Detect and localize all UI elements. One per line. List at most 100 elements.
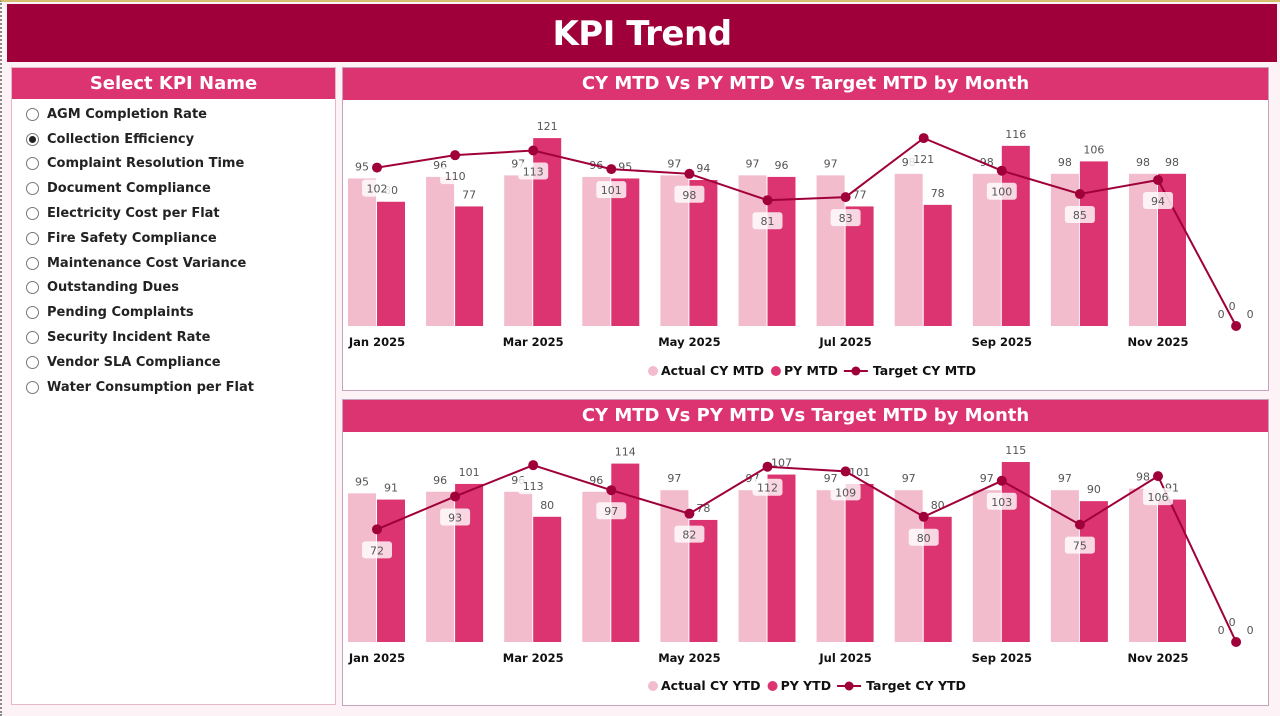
x-axis-tick-label: Jul 2025 (818, 651, 871, 665)
radio-button[interactable] (26, 182, 39, 196)
kpi-option[interactable]: Vendor SLA Compliance (12, 350, 335, 375)
target-data-label: 0 (1229, 300, 1236, 313)
legend-py-marker (770, 366, 781, 376)
radio-button[interactable] (26, 157, 39, 171)
target-data-label: 102 (367, 183, 388, 196)
x-axis-tick-label: Mar 2025 (503, 651, 564, 665)
target-data-label: 109 (835, 486, 856, 499)
py-bar (845, 483, 874, 642)
py-bar (1001, 462, 1030, 642)
kpi-option[interactable]: Collection Efficiency (12, 127, 335, 152)
target-data-label: 113 (523, 480, 544, 493)
target-point (1074, 188, 1085, 199)
target-label-bg (362, 541, 392, 559)
kpi-option[interactable]: Complaint Resolution Time (12, 152, 335, 177)
target-data-label: 0 (1229, 616, 1236, 629)
py-bar (611, 463, 640, 642)
py-data-label: 91 (384, 482, 398, 495)
kpi-option-label: Fire Safety Compliance (47, 230, 217, 246)
target-label-bg (1143, 488, 1173, 506)
target-data-label: 72 (370, 544, 384, 557)
kpi-option-label: Water Consumption per Flat (47, 379, 254, 395)
kpi-option[interactable]: Pending Complaints (12, 300, 335, 325)
x-axis-tick-label: May 2025 (658, 651, 720, 665)
target-data-label: 110 (445, 170, 466, 183)
radio-button[interactable] (26, 355, 39, 369)
x-axis-tick-label: Nov 2025 (1127, 651, 1188, 665)
kpi-option-label: Document Compliance (47, 181, 211, 197)
py-bar (611, 178, 640, 326)
target-point (528, 145, 539, 156)
radio-button[interactable] (26, 132, 39, 146)
actual-data-label: 97 (902, 472, 916, 485)
target-point (762, 461, 773, 472)
kpi-option[interactable]: Water Consumption per Flat (12, 375, 335, 400)
py-bar (767, 474, 796, 642)
kpi-option-label: Pending Complaints (47, 305, 194, 321)
legend-target-label: Target CY YTD (866, 678, 966, 693)
page-title: KPI Trend (7, 4, 1277, 62)
legend-target-label: Target CY MTD (873, 363, 976, 378)
radio-button[interactable] (26, 331, 39, 345)
legend-actual-label: Actual CY MTD (661, 363, 764, 378)
kpi-option[interactable]: Outstanding Dues (12, 276, 335, 301)
x-axis-tick-label: Jan 2025 (348, 651, 405, 665)
target-point (1074, 519, 1085, 530)
mtd-chart-title: CY MTD Vs PY MTD Vs Target MTD by Month (343, 68, 1268, 100)
target-point (1153, 471, 1163, 482)
target-data-label: 85 (1073, 209, 1087, 222)
target-point (1153, 175, 1163, 186)
py-data-label: 106 (1083, 143, 1104, 156)
target-point (684, 508, 695, 519)
kpi-option[interactable]: Document Compliance (12, 176, 335, 201)
py-data-label: 121 (537, 120, 558, 133)
actual-data-label: 95 (355, 160, 369, 173)
kpi-option[interactable]: Fire Safety Compliance (12, 226, 335, 251)
target-label-bg (908, 528, 939, 546)
kpi-option[interactable]: AGM Completion Rate (12, 102, 335, 127)
radio-button[interactable] (26, 207, 39, 221)
actual-data-label: 97 (824, 157, 838, 170)
target-data-label: 83 (839, 212, 853, 225)
target-data-label: 75 (1073, 540, 1087, 553)
radio-button[interactable] (26, 256, 39, 270)
target-data-label: 101 (601, 184, 622, 197)
actual-data-label: 97 (1058, 472, 1072, 485)
legend-actual-marker (648, 681, 658, 691)
py-data-label: 80 (540, 499, 554, 512)
py-data-label: 101 (849, 466, 870, 479)
target-label-bg (830, 483, 861, 501)
py-bar (923, 204, 952, 326)
kpi-option-label: Security Incident Rate (47, 330, 211, 346)
target-point (996, 165, 1007, 176)
py-data-label: 101 (459, 466, 480, 479)
kpi-option[interactable]: Electricity Cost per Flat (12, 201, 335, 226)
kpi-option-label: Outstanding Dues (47, 280, 179, 296)
target-point (762, 195, 773, 206)
actual-data-label: 0 (1218, 624, 1225, 637)
kpi-option[interactable]: Security Incident Rate (12, 325, 335, 350)
target-point (918, 511, 929, 522)
target-label-bg (596, 502, 627, 520)
slicer-title: Select KPI Name (12, 68, 335, 99)
target-point (840, 466, 851, 477)
py-bar (455, 483, 484, 642)
target-point (450, 150, 461, 161)
actual-bar (348, 178, 376, 326)
py-data-label: 78 (931, 187, 945, 200)
target-point (372, 524, 382, 535)
py-bar (689, 180, 718, 326)
legend-actual-marker (648, 366, 658, 376)
radio-button[interactable] (26, 231, 39, 245)
x-axis-tick-label: Jan 2025 (348, 335, 405, 349)
radio-button[interactable] (26, 306, 39, 320)
target-label-bg (440, 167, 471, 185)
radio-button[interactable] (26, 107, 39, 121)
py-data-label: 98 (1165, 156, 1179, 169)
kpi-option-label: Vendor SLA Compliance (47, 354, 221, 370)
radio-button[interactable] (26, 281, 39, 295)
actual-data-label: 97 (746, 157, 760, 170)
kpi-option[interactable]: Maintenance Cost Variance (12, 251, 335, 276)
target-data-label: 121 (913, 153, 934, 166)
radio-button[interactable] (26, 380, 39, 394)
